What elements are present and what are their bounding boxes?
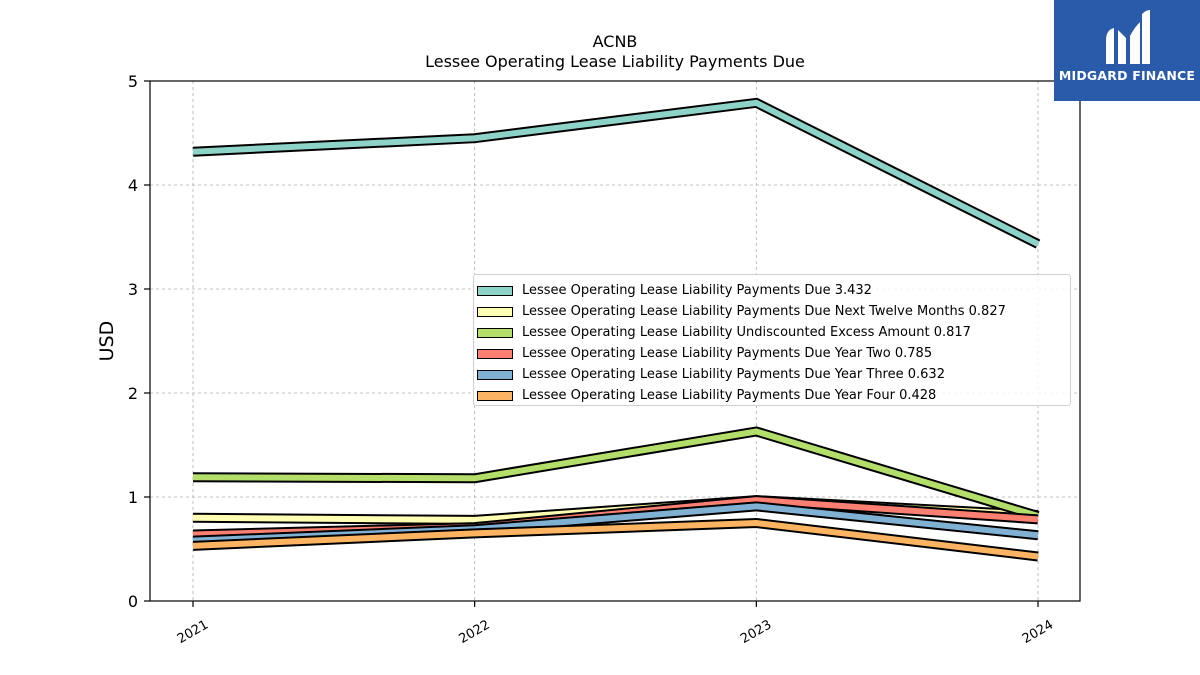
logo-mark-icon	[1106, 10, 1150, 64]
legend-label: Lessee Operating Lease Liability Payment…	[522, 304, 1006, 319]
legend-label: Lessee Operating Lease Liability Payment…	[522, 388, 937, 403]
series-line-0	[192, 99, 1040, 247]
x-tick-label: 2023	[738, 617, 774, 647]
legend: Lessee Operating Lease Liability Payment…	[473, 274, 1071, 406]
legend-item: Lessee Operating Lease Liability Undisco…	[474, 322, 1070, 343]
y-tick-label: 1	[128, 488, 138, 507]
legend-label: Lessee Operating Lease Liability Payment…	[522, 367, 945, 382]
series-line-2	[192, 428, 1039, 519]
series-layer	[192, 97, 1041, 562]
legend-label: Lessee Operating Lease Liability Payment…	[522, 346, 933, 361]
legend-swatch	[477, 306, 513, 317]
x-tick-label: 2022	[457, 617, 493, 647]
x-tick-label: 2024	[1020, 617, 1056, 647]
legend-swatch	[477, 327, 513, 338]
brand-logo: MIDGARD FINANCE	[1054, 0, 1200, 101]
legend-label: Lessee Operating Lease Liability Payment…	[522, 283, 872, 298]
chart-title: ACNB	[592, 32, 638, 51]
legend-item: Lessee Operating Lease Liability Payment…	[474, 301, 1070, 322]
y-tick-label: 0	[128, 592, 138, 611]
legend-swatch	[477, 285, 513, 296]
legend-item: Lessee Operating Lease Liability Payment…	[474, 364, 1070, 385]
y-tick-label: 5	[128, 72, 138, 91]
legend-label: Lessee Operating Lease Liability Undisco…	[522, 325, 971, 340]
plot-frame	[149, 80, 1081, 602]
legend-swatch	[477, 348, 513, 359]
y-tick-label: 4	[128, 176, 138, 195]
x-tick-label: 2021	[175, 617, 211, 647]
logo-text: MIDGARD FINANCE	[1058, 68, 1196, 83]
legend-swatch	[477, 369, 513, 380]
y-tick-label: 2	[128, 384, 138, 403]
legend-item: Lessee Operating Lease Liability Payment…	[474, 385, 1070, 406]
legend-item: Lessee Operating Lease Liability Payment…	[474, 280, 1070, 301]
y-axis-label: USD	[96, 321, 118, 362]
legend-item: Lessee Operating Lease Liability Payment…	[474, 343, 1070, 364]
series-line-5	[192, 519, 1039, 560]
series-line-outline-0	[192, 97, 1041, 249]
chart-subtitle: Lessee Operating Lease Liability Payment…	[425, 52, 805, 71]
y-tick-label: 3	[128, 280, 138, 299]
legend-swatch	[477, 390, 513, 401]
